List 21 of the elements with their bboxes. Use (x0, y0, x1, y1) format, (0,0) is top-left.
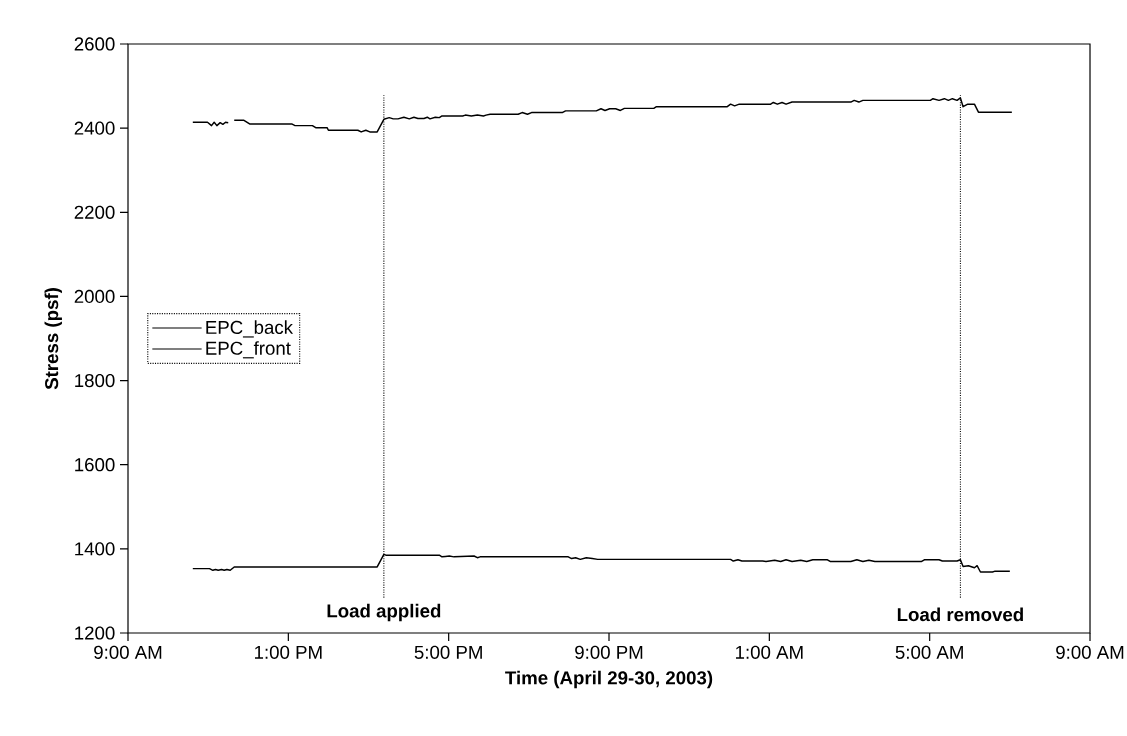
x-tick-label: 5:00 PM (414, 645, 482, 659)
y-tick-label: 1600 (75, 458, 115, 472)
x-tick-label: 1:00 PM (255, 645, 322, 659)
ref-line-label: Load applied (327, 603, 441, 622)
x-tick-label: 9:00 PM (575, 645, 643, 659)
legend-label: EPC_back (206, 320, 294, 338)
x-tick-label: 9:00 AM (94, 645, 162, 659)
x-tick-label: 1:00 AM (736, 645, 803, 659)
x-tick-label: 5:00 AM (895, 645, 963, 659)
y-axis-title: Stress (psf) (44, 288, 62, 390)
y-tick-label: 2200 (74, 205, 115, 219)
ref-line-label: Load removed (897, 607, 1023, 622)
y-tick-label: 1400 (75, 542, 115, 556)
y-tick-label: 1800 (75, 373, 115, 388)
y-tick-label: 2000 (74, 289, 115, 304)
legend-label: EPC_front (206, 341, 291, 359)
y-tick-label: 2400 (74, 121, 115, 135)
x-tick-label: 9:00 AM (1056, 645, 1124, 659)
x-axis-title: Time (April 29-30, 2003) (505, 670, 713, 689)
y-tick-label: 2600 (74, 37, 115, 51)
y-tick-label: 1200 (75, 626, 115, 640)
